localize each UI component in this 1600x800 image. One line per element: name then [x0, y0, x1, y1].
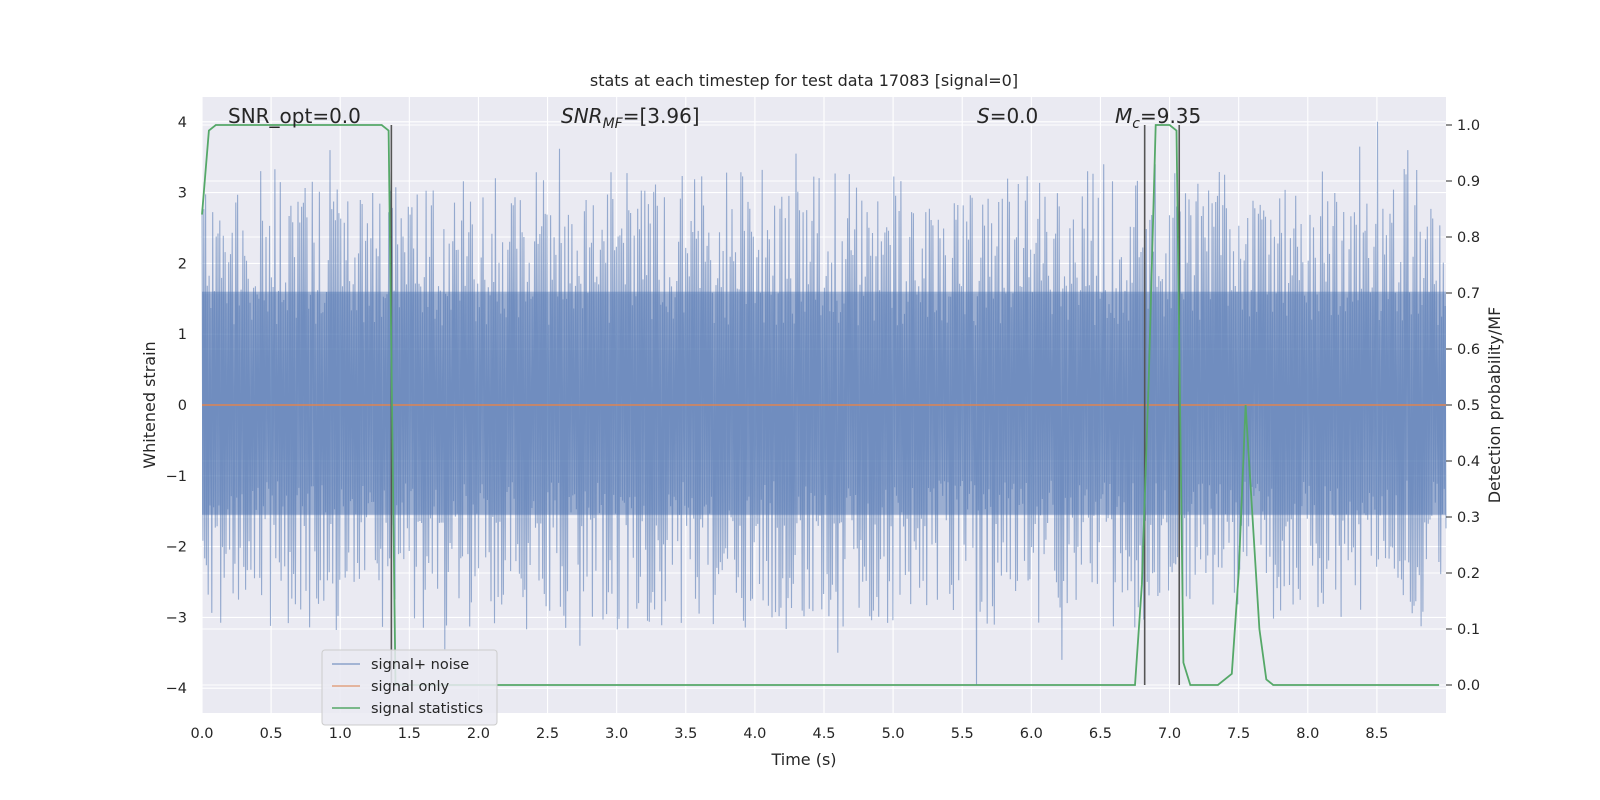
x-tick-label: 0.5 — [260, 726, 283, 742]
y-left-tick-label: 1 — [178, 327, 187, 343]
x-tick-label: 8.0 — [1296, 726, 1319, 742]
y-axis-left-ticks: 4 3 2 1 0 −1 −2 −3 −4 — [166, 115, 187, 697]
y-left-tick-label: −3 — [166, 610, 187, 626]
x-tick-label: 3.0 — [605, 726, 628, 742]
annotation-snr-mf: SNRMF=[3.96] — [561, 104, 700, 132]
x-tick-label: 2.5 — [536, 726, 559, 742]
series-signal-statistics — [201, 124, 1440, 686]
y-right-tick-label: 0.4 — [1457, 454, 1480, 470]
y-right-tick-label: 0.0 — [1457, 678, 1480, 694]
y-left-tick-label: −1 — [166, 469, 187, 485]
x-tick-label: 3.5 — [674, 726, 697, 742]
x-tick-label: 1.5 — [398, 726, 421, 742]
y-axis-right-ticks: 1.0 0.9 0.8 0.7 0.6 0.5 0.4 0.3 0.2 0.1 0.0 — [1446, 118, 1480, 694]
y-right-tick-label: 0.7 — [1457, 286, 1480, 302]
y-right-tick-label: 0.8 — [1457, 230, 1480, 246]
annotation-snr-opt: SNR_opt=0.0 — [228, 104, 361, 128]
x-axis-ticks: 0.0 0.5 1.0 1.5 2.0 2.5 3.0 3.5 4.0 4.5 5.0 5.5 6.0 6… — [190, 726, 1388, 742]
x-axis-label: Time (s) — [770, 750, 836, 769]
y-left-tick-label: 2 — [178, 256, 187, 272]
y-right-tick-label: 0.9 — [1457, 174, 1480, 190]
annotation-s-symbol: S — [977, 104, 990, 128]
y-right-tick-label: 1.0 — [1457, 118, 1480, 134]
chart-title: stats at each timestep for test data 170… — [590, 71, 1018, 90]
x-tick-label: 7.5 — [1227, 726, 1250, 742]
y-left-tick-label: −4 — [166, 681, 187, 697]
x-tick-label: 5.5 — [951, 726, 974, 742]
x-tick-label: 1.0 — [329, 726, 352, 742]
y-right-tick-label: 0.2 — [1457, 566, 1480, 582]
x-tick-label: 8.5 — [1365, 726, 1388, 742]
x-tick-label: 0.0 — [190, 726, 213, 742]
y-right-tick-label: 0.5 — [1457, 398, 1480, 414]
noise-trace — [201, 121, 1447, 685]
annotation-snr-mf-value: =[3.96] — [623, 104, 700, 128]
y-left-tick-label: 3 — [178, 186, 187, 202]
x-tick-label: 2.0 — [467, 726, 490, 742]
legend: signal+ noise signal only signal statist… — [321, 649, 498, 726]
x-tick-label: 4.0 — [743, 726, 766, 742]
y-right-tick-label: 0.6 — [1457, 342, 1480, 358]
legend-box — [321, 649, 498, 726]
annotation-snr-mf-symbol: SNR — [561, 104, 603, 128]
y-right-tick-label: 0.1 — [1457, 622, 1480, 638]
x-tick-label: 7.0 — [1158, 726, 1181, 742]
y-left-tick-label: 0 — [178, 398, 187, 414]
x-tick-label: 4.5 — [812, 726, 835, 742]
annotation-mc-subscript: c — [1132, 116, 1140, 132]
series-signal-plus-noise — [201, 121, 1447, 685]
annotation-mc-symbol: M — [1115, 104, 1132, 128]
x-tick-label: 6.5 — [1089, 726, 1112, 742]
annotation-mc: Mc=9.35 — [1115, 104, 1201, 132]
y-axis-right-label: Detection probability/MF — [1485, 307, 1504, 504]
annotation-mc-value: =9.35 — [1140, 104, 1201, 128]
signal-statistics-line — [201, 124, 1440, 686]
annotation-s-value: =0.0 — [990, 104, 1039, 128]
legend-label-signal-plus-noise: signal+ noise — [371, 657, 469, 673]
x-tick-label: 5.0 — [882, 726, 905, 742]
annotation-s: S=0.0 — [977, 104, 1038, 128]
y-left-tick-label: −2 — [166, 540, 187, 556]
y-axis-left-label: Whitened strain — [140, 341, 159, 468]
y-right-tick-label: 0.3 — [1457, 510, 1480, 526]
legend-label-signal-only: signal only — [371, 679, 450, 695]
annotation-snr-mf-subscript: MF — [603, 116, 624, 132]
x-tick-label: 6.0 — [1020, 726, 1043, 742]
legend-label-signal-statistics: signal statistics — [371, 701, 483, 717]
y-left-tick-label: 4 — [178, 115, 187, 131]
